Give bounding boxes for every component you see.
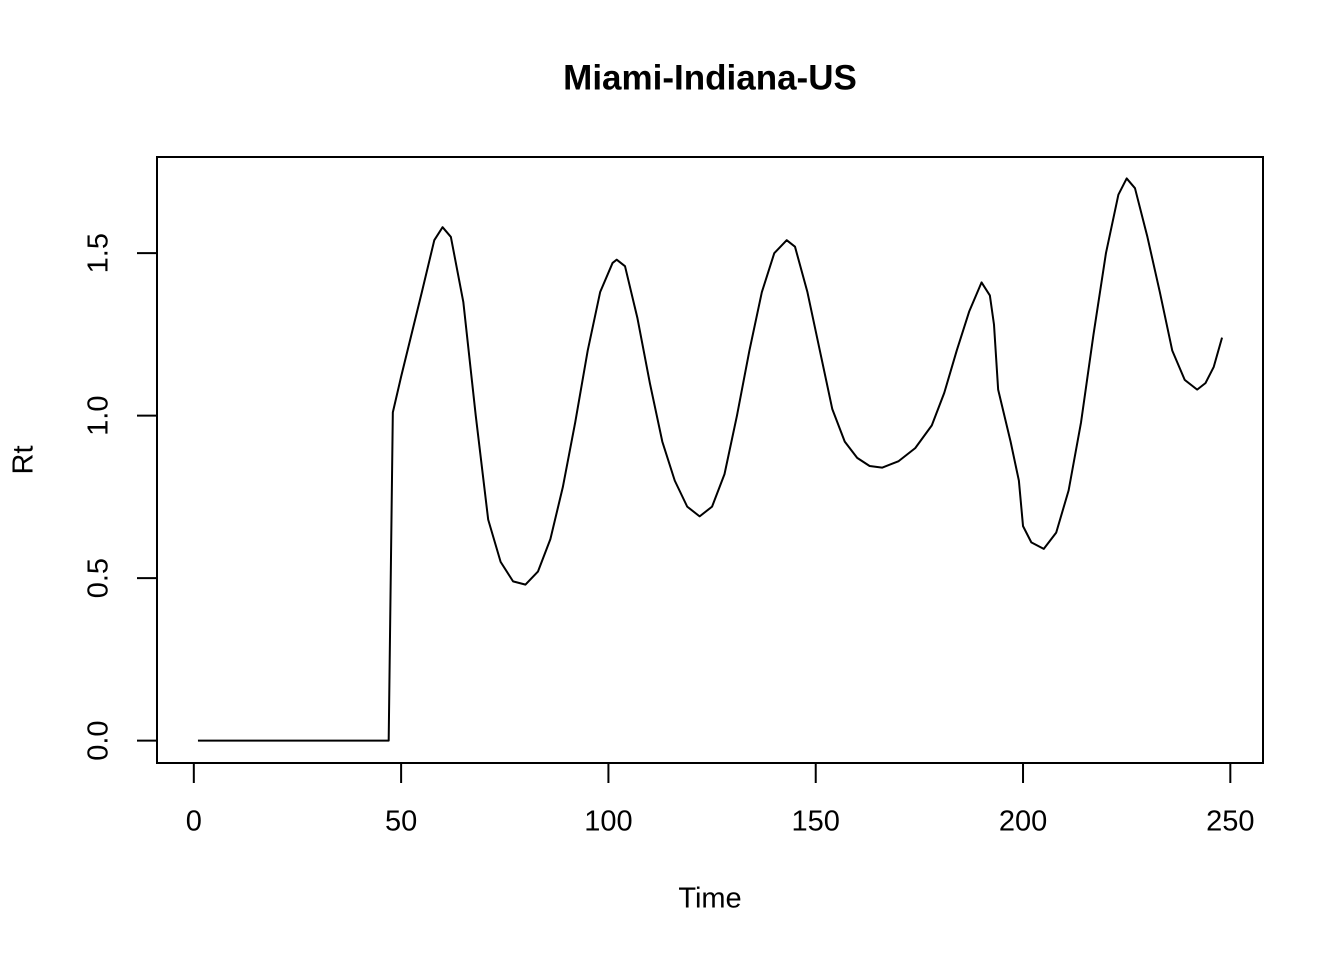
x-tick-label: 0 bbox=[186, 806, 202, 838]
x-tick-label: 100 bbox=[584, 806, 632, 838]
data-line bbox=[197, 177, 1224, 742]
x-tick-label: 250 bbox=[1206, 806, 1254, 838]
y-tick-label: 0.0 bbox=[83, 720, 115, 760]
x-tick-label: 150 bbox=[792, 806, 840, 838]
x-tick-label: 200 bbox=[999, 806, 1047, 838]
y-tick-label: 1.0 bbox=[83, 395, 115, 435]
y-tick-label: 1.5 bbox=[83, 233, 115, 273]
x-tick-label: 50 bbox=[385, 806, 417, 838]
chart-title: Miami-Indiana-US bbox=[563, 58, 857, 97]
x-axis-label: Time bbox=[678, 883, 741, 915]
plot-box bbox=[156, 156, 1264, 764]
y-axis-label: Rt bbox=[8, 446, 40, 475]
y-tick-label: 0.5 bbox=[83, 558, 115, 598]
